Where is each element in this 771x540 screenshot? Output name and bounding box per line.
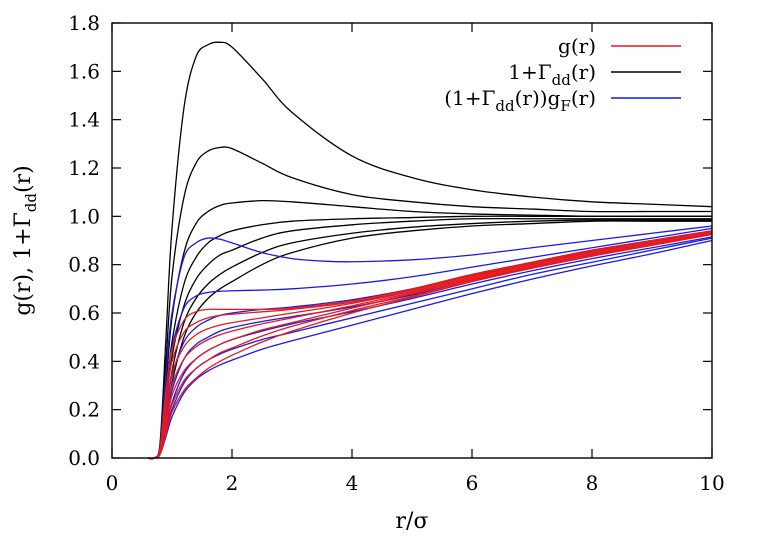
y-tick-label: 0.6 [68,301,100,325]
ticks-layer: 0 2 4 6 8 10 0.0 0.2 0.4 0.6 0.8 1.0 1.2 1.4 1.6 1.8 [68,11,725,495]
x-tick-label: 10 [699,471,724,495]
series-line-black-1 [147,41,713,460]
series-line-blue-16 [147,227,713,460]
series-layer [147,41,713,460]
series-line-blue-15 [147,225,713,460]
y-tick-label: 1.6 [68,59,100,83]
series-line-red-8 [147,230,713,460]
plot-frame [111,22,713,459]
y-tick-label: 1.0 [68,204,100,228]
y-tick-label: 1.8 [68,11,100,35]
y-tick-label: 0.4 [68,349,100,373]
x-tick-label: 4 [346,471,359,495]
series-line-red-10 [147,231,713,460]
series-line-red-13 [147,232,713,459]
series-line-red-12 [147,232,713,460]
series-line-red-9 [147,230,713,460]
legend-label: 1+Γdd(r) [508,60,596,89]
x-tick-label: 2 [226,471,239,495]
series-line-black-3 [147,199,712,460]
x-tick-label: 6 [466,471,479,495]
legend-label: (1+Γdd(r))gF(r) [444,86,596,115]
y-tick-label: 0.8 [68,253,100,277]
y-tick-label: 0.0 [68,446,100,470]
x-axis-label: r/σ [396,509,429,534]
series-line-blue-18 [147,233,713,460]
y-axis-label: g(r), 1+Γdd(r) [11,165,40,315]
y-tick-label: 1.2 [68,156,100,180]
x-tick-label: 0 [106,471,119,495]
x-tick-label: 8 [586,471,599,495]
legend: g(r)1+Γdd(r)(1+Γdd(r))gF(r) [444,34,681,115]
series-line-red-11 [147,231,713,460]
y-tick-label: 0.2 [68,398,100,422]
series-line-black-2 [147,146,712,460]
series-line-blue-17 [147,230,713,460]
series-line-red-14 [147,233,713,459]
y-tick-label: 1.4 [68,108,100,132]
legend-label: g(r) [558,34,596,58]
